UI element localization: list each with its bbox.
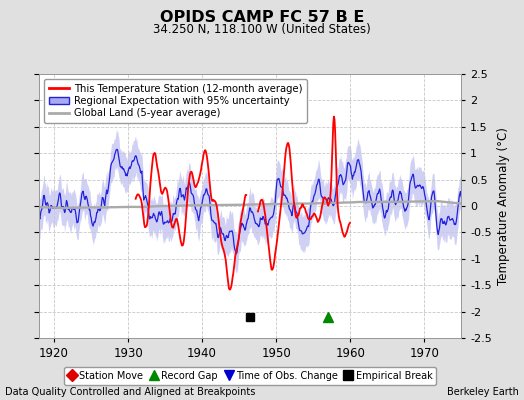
Text: 34.250 N, 118.100 W (United States): 34.250 N, 118.100 W (United States) bbox=[153, 23, 371, 36]
Text: OPIDS CAMP FC 57 B E: OPIDS CAMP FC 57 B E bbox=[160, 10, 364, 25]
Text: Berkeley Earth: Berkeley Earth bbox=[447, 387, 519, 397]
Y-axis label: Temperature Anomaly (°C): Temperature Anomaly (°C) bbox=[497, 127, 510, 285]
Legend: Station Move, Record Gap, Time of Obs. Change, Empirical Break: Station Move, Record Gap, Time of Obs. C… bbox=[64, 367, 436, 385]
Text: Data Quality Controlled and Aligned at Breakpoints: Data Quality Controlled and Aligned at B… bbox=[5, 387, 256, 397]
